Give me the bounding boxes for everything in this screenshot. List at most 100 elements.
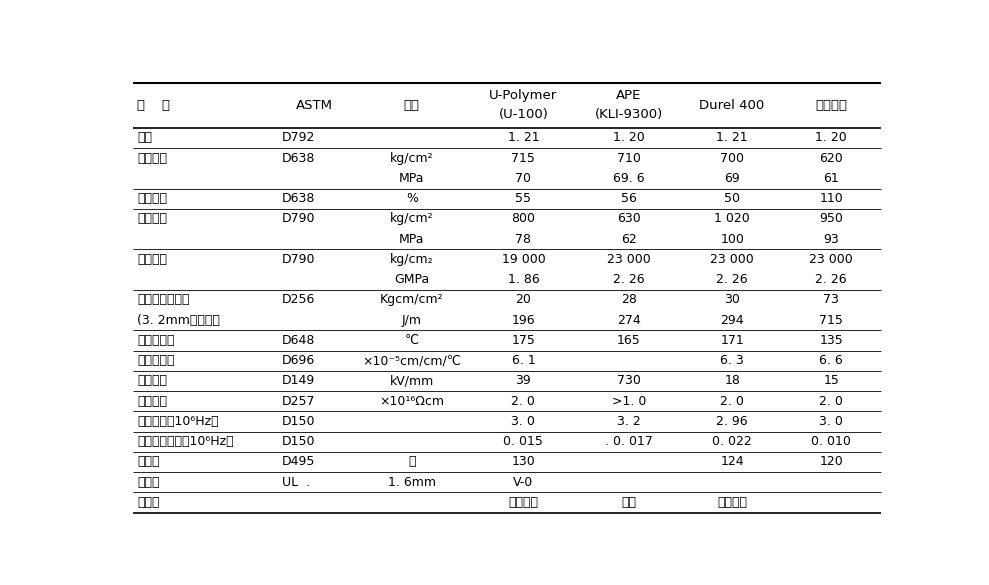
- Text: 项    目: 项 目: [136, 99, 170, 112]
- Text: 3. 0: 3. 0: [511, 415, 535, 428]
- Text: kg/cm²: kg/cm²: [390, 152, 433, 165]
- Text: 171: 171: [720, 334, 744, 347]
- Text: Kgcm/cm²: Kgcm/cm²: [380, 294, 444, 307]
- Text: 800: 800: [511, 212, 535, 225]
- Text: UL  .: UL .: [282, 476, 311, 488]
- Text: 130: 130: [511, 456, 535, 469]
- Text: 2. 96: 2. 96: [716, 415, 748, 428]
- Text: 23 000: 23 000: [710, 253, 754, 266]
- Text: 6. 6: 6. 6: [820, 354, 844, 367]
- Text: 700: 700: [720, 152, 744, 165]
- Text: D792: D792: [282, 132, 315, 144]
- Text: 介电常数: 介电常数: [137, 374, 167, 387]
- Text: ASTM: ASTM: [296, 99, 333, 112]
- Text: 介电损耗正切（10⁶Hz）: 介电损耗正切（10⁶Hz）: [137, 435, 234, 448]
- Text: D638: D638: [282, 152, 315, 165]
- Text: 艾佐德冲击强度: 艾佐德冲击强度: [137, 294, 190, 307]
- Text: (3. 2mm，缺口）: (3. 2mm，缺口）: [137, 314, 221, 326]
- Text: (U-100): (U-100): [498, 108, 548, 121]
- Text: J/m: J/m: [402, 314, 421, 326]
- Text: 6. 3: 6. 3: [720, 354, 744, 367]
- Text: 294: 294: [720, 314, 744, 326]
- Text: 196: 196: [511, 314, 535, 326]
- Text: 2. 0: 2. 0: [720, 395, 744, 408]
- Text: 1. 21: 1. 21: [507, 132, 539, 144]
- Text: 56: 56: [621, 192, 637, 205]
- Text: D638: D638: [282, 192, 315, 205]
- Text: 274: 274: [617, 314, 641, 326]
- Text: D790: D790: [282, 212, 315, 225]
- Text: 1. 6mm: 1. 6mm: [388, 476, 436, 488]
- Text: 1. 20: 1. 20: [613, 132, 645, 144]
- Text: D495: D495: [282, 456, 315, 469]
- Text: 尤尼奇卡: 尤尼奇卡: [508, 496, 538, 509]
- Text: 69. 6: 69. 6: [613, 172, 645, 185]
- Text: 0. 022: 0. 022: [712, 435, 752, 448]
- Text: kg/cm₂: kg/cm₂: [390, 253, 433, 266]
- Text: 弯曲模量: 弯曲模量: [137, 253, 167, 266]
- Text: 23 000: 23 000: [607, 253, 651, 266]
- Text: 55: 55: [515, 192, 531, 205]
- Text: 2. 26: 2. 26: [816, 273, 848, 286]
- Text: 30: 30: [724, 294, 740, 307]
- Text: kg/cm²: kg/cm²: [390, 212, 433, 225]
- Text: 热变形温度: 热变形温度: [137, 334, 175, 347]
- Text: 20: 20: [515, 294, 531, 307]
- Text: MPa: MPa: [399, 172, 424, 185]
- Text: 19 000: 19 000: [501, 253, 545, 266]
- Text: D150: D150: [282, 435, 315, 448]
- Text: 620: 620: [820, 152, 844, 165]
- Text: %: %: [405, 192, 417, 205]
- Text: D257: D257: [282, 395, 315, 408]
- Text: 线膨胀系数: 线膨胀系数: [137, 354, 175, 367]
- Text: 弯曲强度: 弯曲强度: [137, 212, 167, 225]
- Text: 0. 010: 0. 010: [811, 435, 852, 448]
- Text: U-Polymer: U-Polymer: [490, 89, 558, 102]
- Text: 2. 26: 2. 26: [716, 273, 748, 286]
- Text: 165: 165: [617, 334, 641, 347]
- Text: D648: D648: [282, 334, 315, 347]
- Text: 1 020: 1 020: [714, 212, 750, 225]
- Text: 1. 21: 1. 21: [716, 132, 748, 144]
- Text: 93: 93: [824, 233, 840, 246]
- Text: V-0: V-0: [513, 476, 533, 488]
- Text: . 0. 017: . 0. 017: [605, 435, 653, 448]
- Text: 715: 715: [511, 152, 535, 165]
- Text: Durel 400: Durel 400: [699, 99, 764, 112]
- Text: 3. 2: 3. 2: [617, 415, 641, 428]
- Text: APE: APE: [616, 89, 642, 102]
- Text: 120: 120: [820, 456, 844, 469]
- Text: ×10⁻⁵cm/cm/℃: ×10⁻⁵cm/cm/℃: [362, 354, 461, 367]
- Text: 耔电弧: 耔电弧: [137, 456, 160, 469]
- Text: 聚碳酸酯: 聚碳酸酯: [815, 99, 848, 112]
- Text: D256: D256: [282, 294, 315, 307]
- Text: 断裂伸长: 断裂伸长: [137, 192, 167, 205]
- Text: 710: 710: [617, 152, 641, 165]
- Text: D696: D696: [282, 354, 315, 367]
- Text: 1. 86: 1. 86: [507, 273, 539, 286]
- Text: 2. 0: 2. 0: [819, 395, 844, 408]
- Text: 78: 78: [515, 233, 531, 246]
- Text: (KLI-9300): (KLI-9300): [594, 108, 663, 121]
- Text: 110: 110: [820, 192, 844, 205]
- Text: D149: D149: [282, 374, 315, 387]
- Text: ℃: ℃: [405, 334, 418, 347]
- Text: 1. 20: 1. 20: [816, 132, 848, 144]
- Text: 体积电阑: 体积电阑: [137, 395, 167, 408]
- Text: 难燃性: 难燃性: [137, 476, 160, 488]
- Text: 73: 73: [824, 294, 840, 307]
- Text: 18: 18: [724, 374, 740, 387]
- Text: 62: 62: [621, 233, 637, 246]
- Text: 秒: 秒: [408, 456, 415, 469]
- Text: >1. 0: >1. 0: [611, 395, 646, 408]
- Text: 124: 124: [720, 456, 744, 469]
- Text: 100: 100: [720, 233, 744, 246]
- Text: 2. 26: 2. 26: [613, 273, 645, 286]
- Text: 比重: 比重: [137, 132, 152, 144]
- Text: kV/mm: kV/mm: [390, 374, 434, 387]
- Text: MPa: MPa: [399, 233, 424, 246]
- Text: 0. 015: 0. 015: [503, 435, 543, 448]
- Text: 2. 0: 2. 0: [511, 395, 535, 408]
- Text: 730: 730: [617, 374, 641, 387]
- Text: D790: D790: [282, 253, 315, 266]
